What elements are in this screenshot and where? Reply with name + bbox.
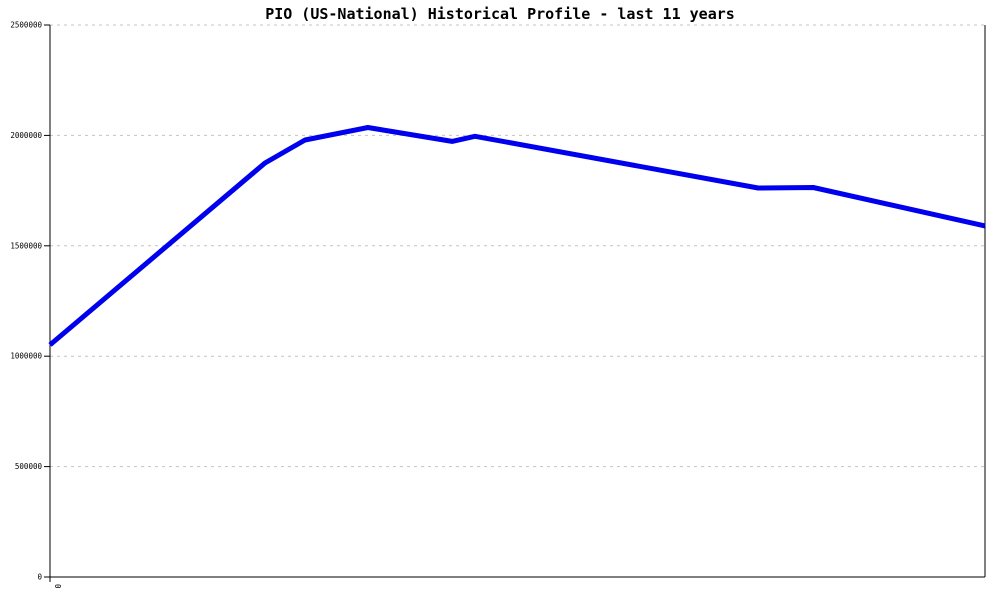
x-tick-label-origin: 0: [53, 584, 62, 589]
data-line-series: [48, 125, 986, 347]
y-tick-label: 2000000: [10, 131, 42, 140]
y-tick-label: 1500000: [10, 241, 42, 250]
chart-title: PIO (US-National) Historical Profile - l…: [265, 5, 735, 23]
y-tick-label: 500000: [15, 462, 43, 471]
y-tick-label: 0: [37, 573, 42, 582]
y-tick-label: 1000000: [10, 352, 42, 361]
y-tick-label: 2500000: [10, 21, 42, 30]
